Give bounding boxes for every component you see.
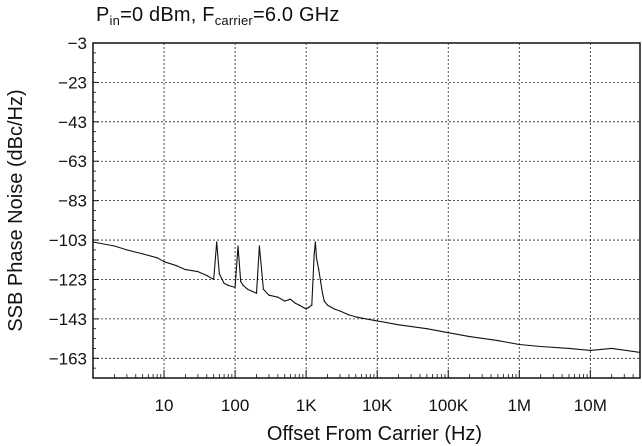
- phase-noise-point: [237, 245, 239, 247]
- phase-noise-point: [163, 261, 165, 263]
- phase-noise-point: [318, 269, 320, 271]
- x-tick-label: 10K: [362, 396, 393, 415]
- title-f-rest: =6.0 GHz: [252, 4, 340, 26]
- phase-noise-point: [313, 253, 315, 255]
- phase-noise-point: [348, 314, 350, 316]
- phase-noise-point: [311, 304, 313, 306]
- phase-noise-point: [365, 318, 367, 320]
- y-tick-label: −43: [58, 113, 87, 132]
- phase-noise-point: [258, 245, 260, 247]
- y-tick-label: −103: [49, 231, 87, 250]
- phase-noise-point: [277, 296, 279, 298]
- title-f-subscript: carrier: [214, 13, 253, 28]
- y-tick-label: −123: [49, 270, 87, 289]
- x-tick-label: 100: [221, 396, 249, 415]
- x-tick-labels: 10 100 1K 10K 100K 1M 10M: [155, 396, 607, 415]
- phase-noise-point: [242, 284, 244, 286]
- phase-noise-point: [540, 345, 542, 348]
- x-axis-label: Offset From Carrier (Hz): [267, 423, 482, 445]
- phase-noise-point: [426, 328, 428, 330]
- title-p-rest: =0 dBm, F: [120, 4, 215, 26]
- phase-noise-point: [213, 278, 215, 281]
- title-p-main: P: [96, 4, 110, 26]
- phase-noise-point: [326, 304, 329, 306]
- phase-noise-point: [447, 332, 449, 334]
- phase-noise-point: [227, 284, 229, 286]
- x-tick-label: 1K: [296, 396, 317, 415]
- phase-noise-point: [518, 343, 520, 346]
- phase-noise-point: [218, 273, 220, 275]
- phase-noise-point: [469, 336, 471, 338]
- y-tick-label: −63: [58, 152, 87, 171]
- x-tick-label: 10: [155, 396, 174, 415]
- phase-noise-point: [376, 320, 378, 322]
- phase-noise-point: [320, 280, 322, 282]
- phase-noise-point: [113, 245, 115, 247]
- phase-noise-point: [262, 288, 264, 290]
- y-axis-label: SSB Phase Noise (dBc/Hz): [5, 89, 27, 331]
- phase-noise-point: [333, 308, 335, 310]
- phase-noise-point: [398, 324, 400, 326]
- phase-noise-point: [497, 340, 499, 342]
- phase-noise-point: [156, 257, 158, 259]
- phase-noise-point: [323, 300, 325, 302]
- phase-noise-point: [206, 274, 208, 277]
- phase-noise-point: [142, 253, 144, 255]
- phase-noise-point: [234, 286, 236, 288]
- y-tick-label: −23: [58, 73, 87, 92]
- phase-noise-point: [176, 265, 178, 267]
- phase-noise-point: [216, 241, 218, 243]
- phase-noise-point: [268, 294, 270, 296]
- title-p-subscript: in: [109, 13, 121, 28]
- x-tick-label: 1M: [507, 396, 531, 415]
- phase-noise-point: [289, 298, 291, 300]
- phase-noise-series-line: [92, 241, 641, 353]
- phase-noise-point: [568, 347, 570, 349]
- y-tick-label: −143: [49, 310, 87, 329]
- phase-noise-point: [339, 310, 341, 312]
- phase-noise-point: [240, 280, 242, 282]
- phase-noise-point: [611, 347, 613, 349]
- y-tick-labels: −3 −23 −43 −63 −83 −103 −123 −143 −163: [49, 34, 87, 368]
- phase-noise-point: [315, 257, 318, 259]
- phase-noise-point: [223, 282, 225, 284]
- phase-noise-point: [294, 302, 296, 304]
- phase-noise-point: [197, 271, 199, 273]
- axis-ticks: [93, 42, 641, 379]
- y-tick-label: −163: [49, 349, 87, 368]
- x-tick-label: 10M: [574, 396, 607, 415]
- grid-lines: [93, 42, 640, 378]
- phase-noise-point: [314, 241, 316, 243]
- phase-noise-point: [184, 269, 186, 271]
- phase-noise-point: [589, 349, 591, 351]
- phase-noise-point: [305, 308, 307, 310]
- phase-noise-point: [284, 300, 286, 302]
- phase-noise-point: [298, 304, 300, 306]
- chart-title: Pin=0 dBm, Fcarrier=6.0 GHz: [96, 4, 340, 28]
- phase-noise-point: [126, 249, 128, 251]
- x-tick-label: 100K: [428, 396, 468, 415]
- series-group: [92, 241, 641, 353]
- phase-noise-point: [321, 292, 324, 294]
- phase-noise-point: [308, 306, 310, 308]
- phase-noise-point: [355, 316, 357, 318]
- y-tick-label: −3: [68, 34, 87, 53]
- y-tick-label: −83: [58, 192, 87, 211]
- phase-noise-point: [247, 288, 249, 290]
- phase-noise-point: [255, 292, 258, 294]
- plot-frame: [92, 42, 641, 379]
